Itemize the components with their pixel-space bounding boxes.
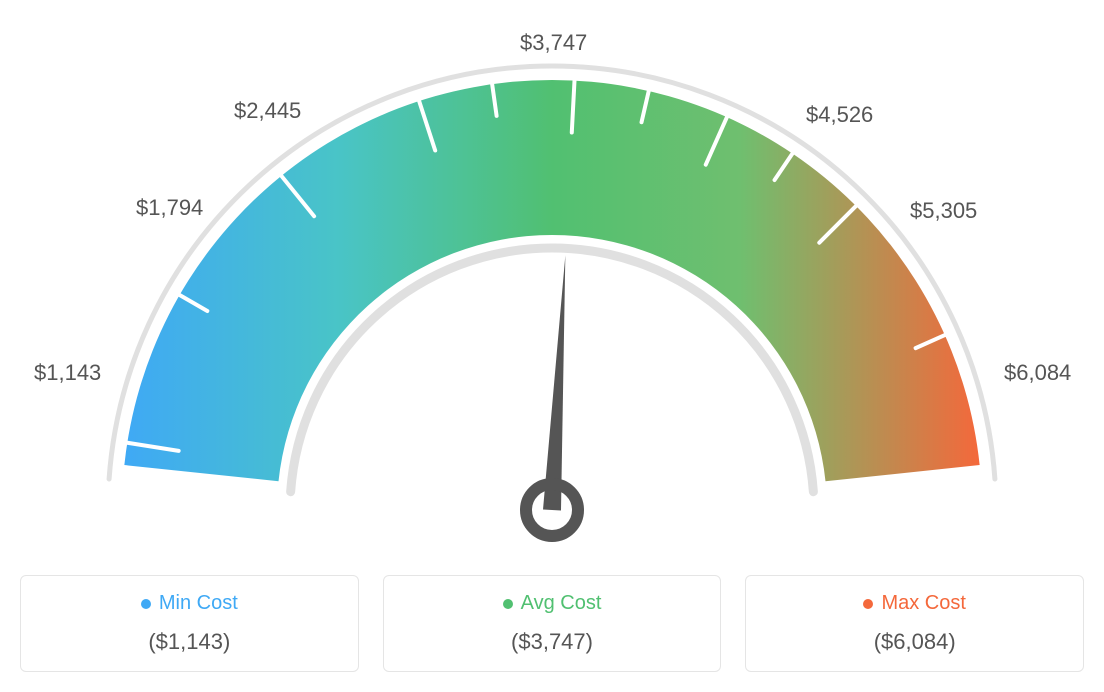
- min-cost-value: ($1,143): [41, 629, 338, 655]
- avg-cost-card: Avg Cost ($3,747): [383, 575, 722, 672]
- gauge-tick-label: $4,526: [806, 102, 873, 128]
- min-label-text: Min Cost: [159, 592, 238, 615]
- cost-gauge: $1,143 $1,794 $2,445 $3,747 $4,526 $5,305 $6,0…: [20, 20, 1084, 555]
- max-cost-label: Max Cost: [863, 592, 965, 615]
- min-cost-card: Min Cost ($1,143): [20, 575, 359, 672]
- gauge-tick-label: $6,084: [1004, 360, 1071, 386]
- max-cost-value: ($6,084): [766, 629, 1063, 655]
- gauge-tick-label: $5,305: [910, 198, 977, 224]
- avg-cost-label: Avg Cost: [503, 592, 602, 615]
- max-dot-icon: [863, 599, 873, 609]
- gauge-svg: [20, 20, 1084, 550]
- gauge-tick-label: $2,445: [234, 98, 301, 124]
- max-cost-card: Max Cost ($6,084): [745, 575, 1084, 672]
- gauge-tick-label: $3,747: [520, 30, 587, 56]
- max-label-text: Max Cost: [881, 592, 965, 615]
- summary-cards: Min Cost ($1,143) Avg Cost ($3,747) Max …: [20, 575, 1084, 672]
- gauge-tick-label: $1,794: [136, 195, 203, 221]
- min-dot-icon: [141, 599, 151, 609]
- avg-cost-value: ($3,747): [404, 629, 701, 655]
- avg-label-text: Avg Cost: [521, 592, 602, 615]
- min-cost-label: Min Cost: [141, 592, 238, 615]
- gauge-tick-label: $1,143: [34, 360, 101, 386]
- avg-dot-icon: [503, 599, 513, 609]
